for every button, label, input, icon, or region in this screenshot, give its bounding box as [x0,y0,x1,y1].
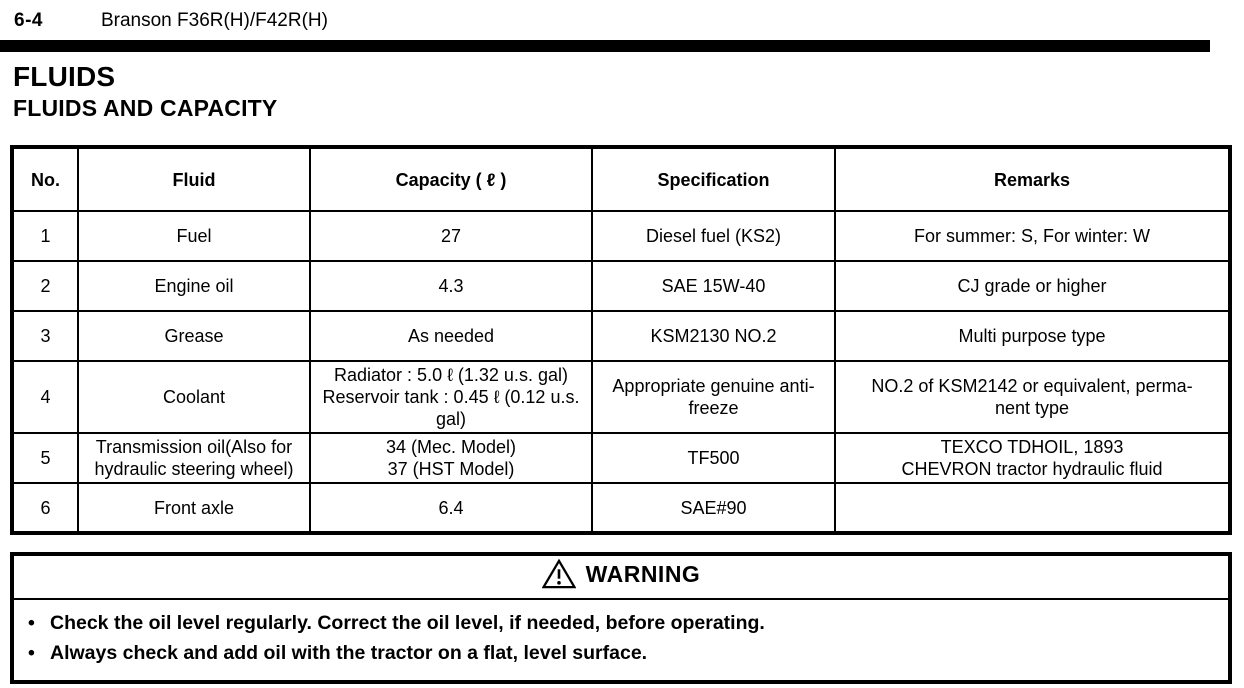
cell-no: 5 [11,432,79,484]
table-row: 5 Transmission oil(Also for hydraulic st… [11,432,1231,484]
cell-fluid: Front axle [77,482,311,534]
cell-remarks: For summer: S, For winter: W [834,210,1231,262]
table-row: 3 Grease As needed KSM2130 NO.2 Multi pu… [11,310,1231,362]
header-divider-bar [0,40,1210,52]
cell-specification: Diesel fuel (KS2) [591,210,836,262]
table-row: 2 Engine oil 4.3 SAE 15W-40 CJ grade or … [11,260,1231,312]
warning-title: WARNING [585,560,701,587]
cell-capacity: 34 (Mec. Model) 37 (HST Model) [309,432,593,484]
cell-remarks: NO.2 of KSM2142 or equivalent, perma- ne… [834,360,1231,434]
cell-remarks: Multi purpose type [834,310,1231,362]
page-number: 6-4 [14,10,43,31]
cell-capacity: As needed [309,310,593,362]
cell-no: 2 [11,260,79,312]
cell-fluid: Coolant [77,360,311,434]
cell-capacity: Radiator : 5.0 ℓ (1.32 u.s. gal) Reservo… [309,360,593,434]
cell-no: 4 [11,360,79,434]
warning-item-text: Always check and add oil with the tracto… [50,642,648,664]
cell-fluid: Transmission oil(Also for hydraulic stee… [77,432,311,484]
cell-specification: Appropriate genuine anti- freeze [591,360,836,434]
bullet-marker: • [28,642,35,664]
cell-specification: TF500 [591,432,836,484]
table-row: 1 Fuel 27 Diesel fuel (KS2) For summer: … [11,210,1231,262]
cell-no: 6 [11,482,79,534]
column-header-no: No. [11,146,79,212]
cell-no: 1 [11,210,79,262]
cell-specification: KSM2130 NO.2 [591,310,836,362]
warning-triangle-icon [541,559,576,589]
subsection-heading: FLUIDS AND CAPACITY [13,95,278,121]
fluids-capacity-table: No. Fluid Capacity ( ℓ ) Specification R… [10,145,1232,535]
warning-item: • Check the oil level regularly. Correct… [28,608,1214,638]
warning-box: WARNING • Check the oil level regularly.… [10,552,1232,684]
doc-title: Branson F36R(H)/F42R(H) [100,10,328,31]
table-row: 4 Coolant Radiator : 5.0 ℓ (1.32 u.s. ga… [11,360,1231,434]
page-header: 6-4 Branson F36R(H)/F42R(H) [0,0,1244,32]
warning-item: • Always check and add oil with the trac… [28,638,1214,668]
column-header-specification: Specification [591,146,836,212]
warning-item-text: Check the oil level regularly. Correct t… [50,612,765,634]
cell-capacity: 4.3 [309,260,593,312]
cell-fluid: Grease [77,310,311,362]
section-heading: FLUIDS [13,61,116,92]
table-header-row: No. Fluid Capacity ( ℓ ) Specification R… [11,146,1231,212]
cell-no: 3 [11,310,79,362]
bullet-marker: • [28,612,35,634]
column-header-fluid: Fluid [77,146,311,212]
cell-remarks [834,482,1231,534]
cell-specification: SAE 15W-40 [591,260,836,312]
cell-fluid: Fuel [77,210,311,262]
column-header-remarks: Remarks [834,146,1231,212]
column-header-capacity: Capacity ( ℓ ) [309,146,593,212]
cell-remarks: CJ grade or higher [834,260,1231,312]
cell-specification: SAE#90 [591,482,836,534]
cell-capacity: 27 [309,210,593,262]
warning-items: • Check the oil level regularly. Correct… [14,600,1228,680]
cell-fluid: Engine oil [77,260,311,312]
cell-remarks: TEXCO TDHOIL, 1893 CHEVRON tractor hydra… [834,432,1231,484]
cell-capacity: 6.4 [309,482,593,534]
warning-title-row: WARNING [14,556,1228,600]
table-row: 6 Front axle 6.4 SAE#90 [11,482,1231,534]
